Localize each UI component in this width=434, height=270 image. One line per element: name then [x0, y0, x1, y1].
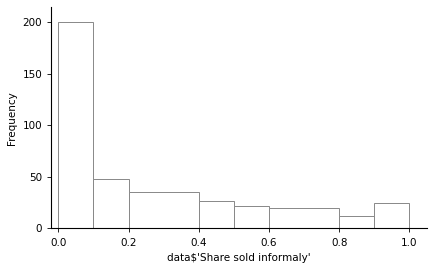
X-axis label: data$'Share sold informaly': data$'Share sold informaly'	[168, 253, 311, 263]
Bar	[128, 193, 199, 228]
Y-axis label: Frequency: Frequency	[7, 91, 17, 144]
Bar	[234, 206, 269, 228]
Bar	[58, 22, 93, 228]
Bar	[339, 216, 375, 228]
Bar	[93, 179, 128, 228]
Bar	[375, 203, 410, 228]
Bar	[199, 201, 234, 228]
Bar	[269, 208, 339, 228]
